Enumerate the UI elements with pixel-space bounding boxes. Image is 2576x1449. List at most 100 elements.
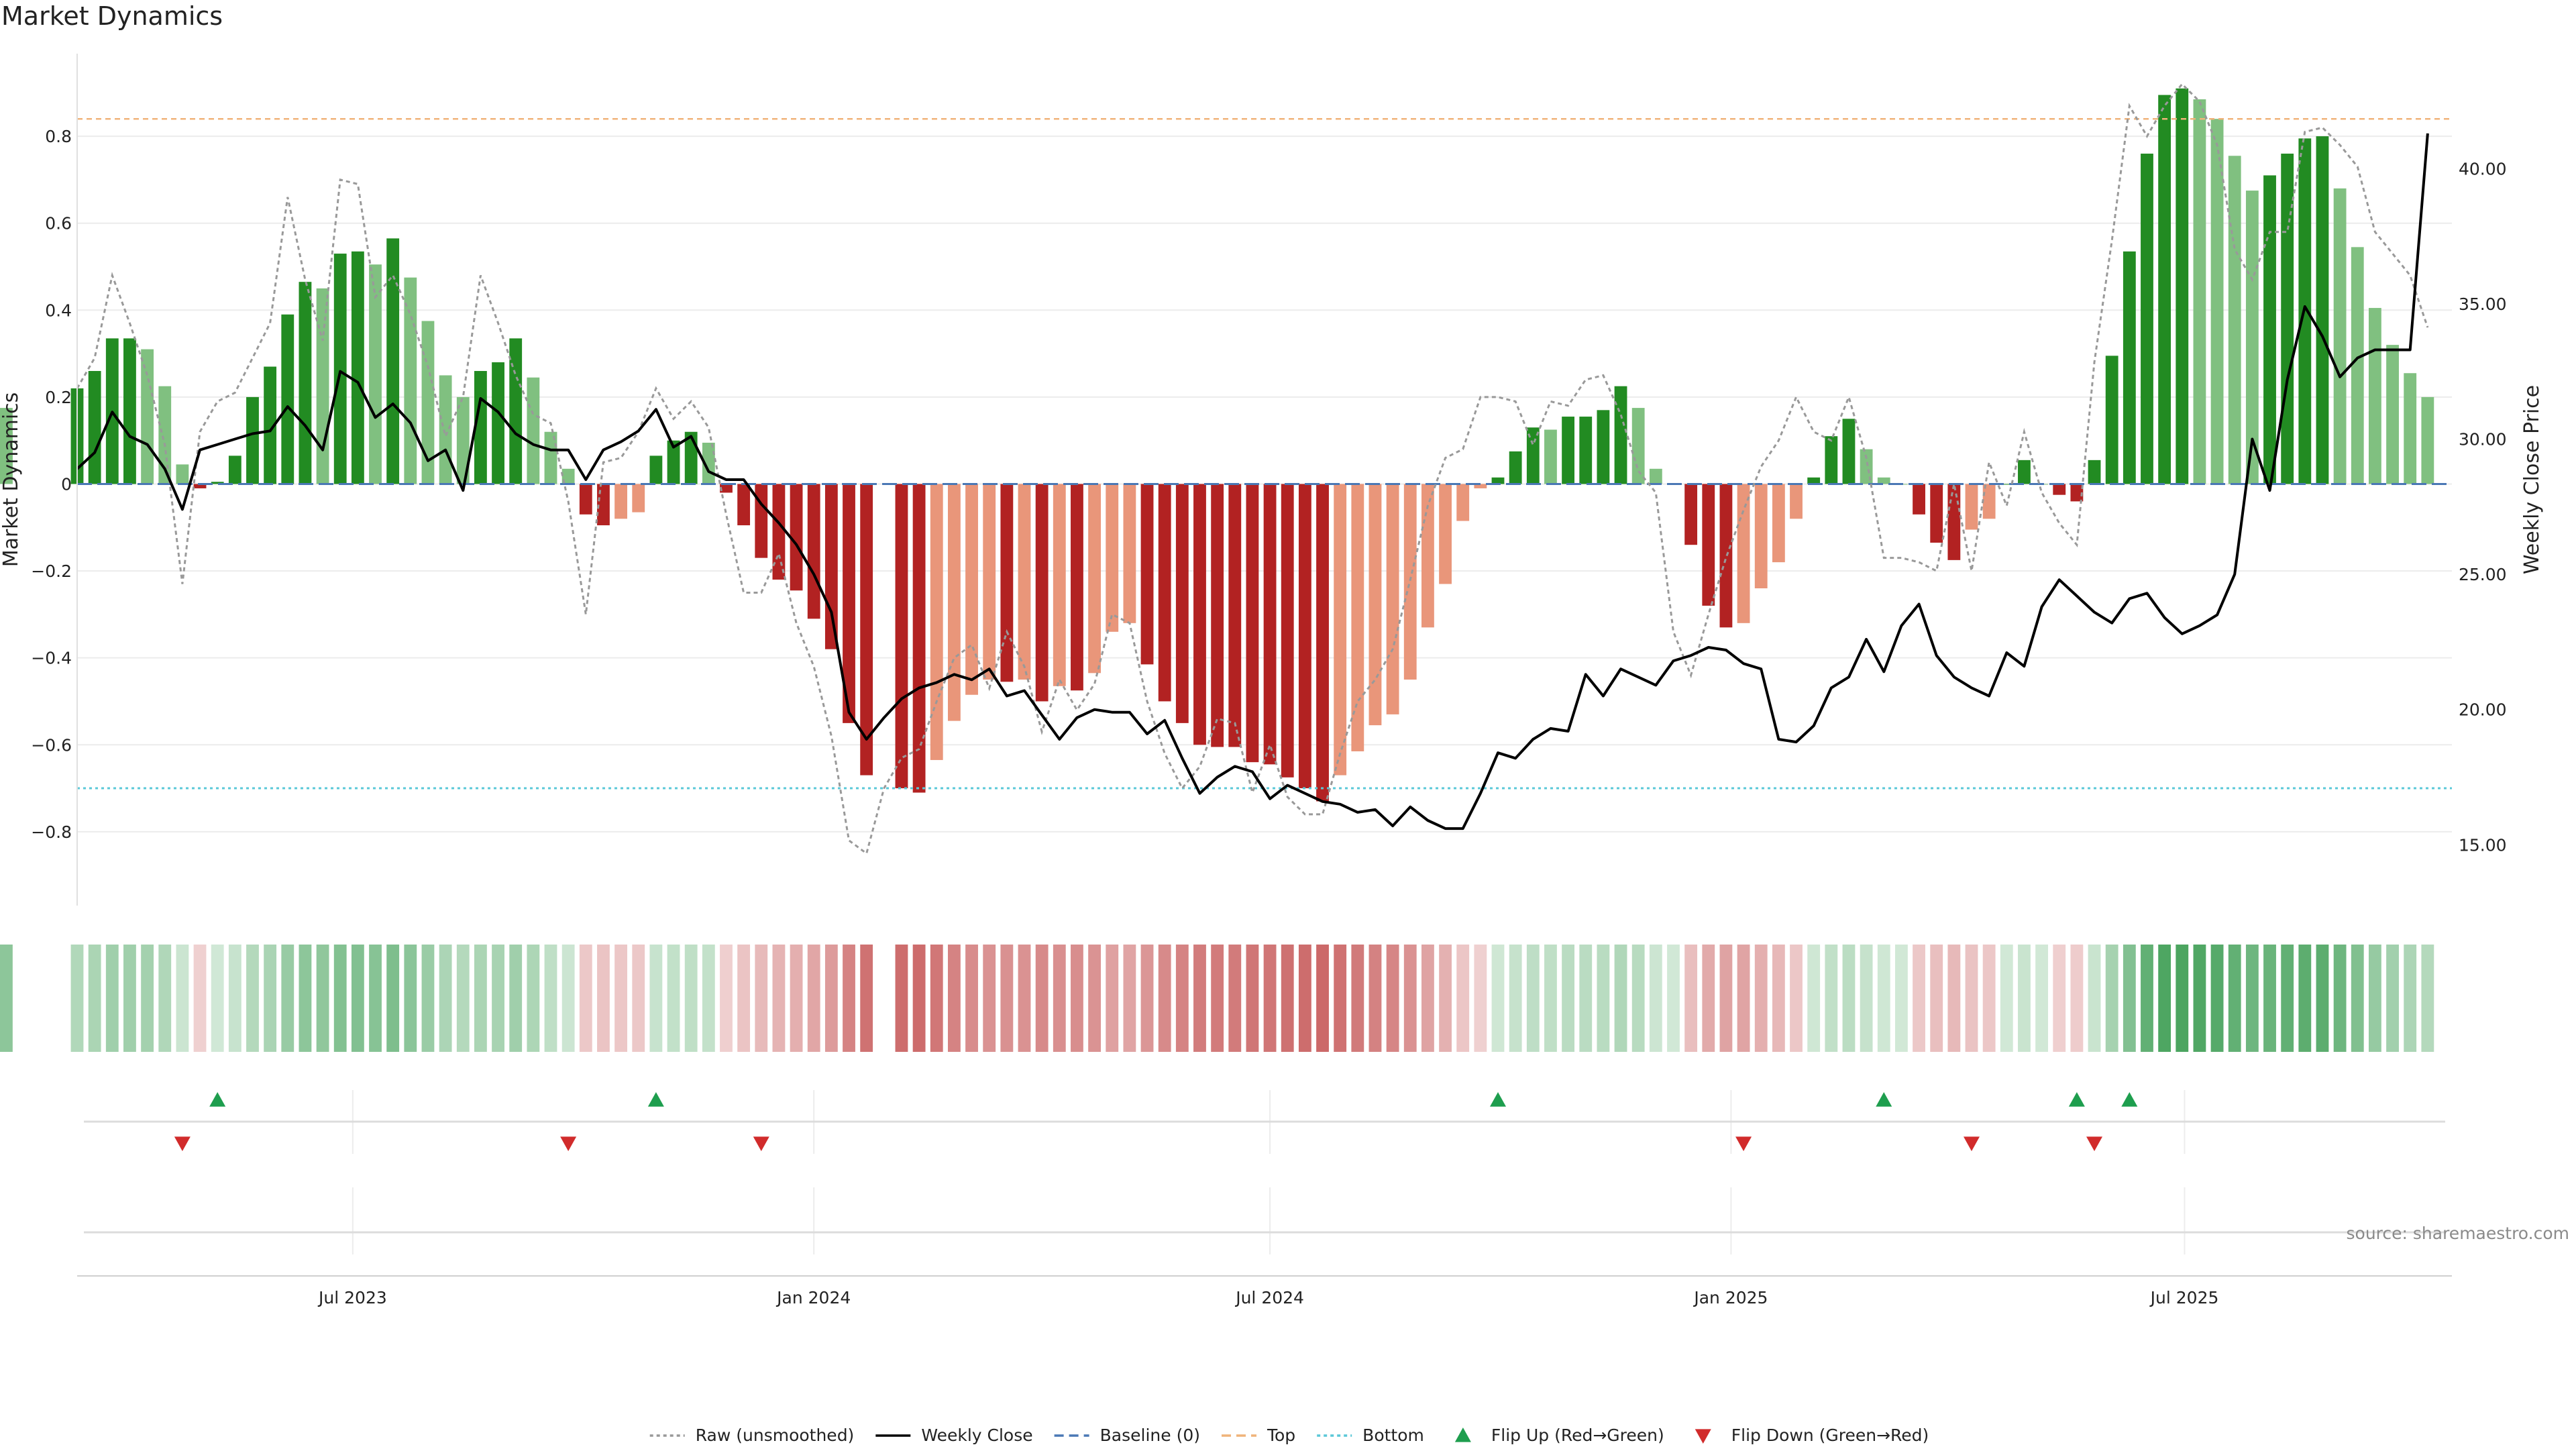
ribbon-cell	[684, 945, 698, 1052]
ribbon-cell	[246, 945, 259, 1052]
ribbon-cell	[299, 945, 312, 1052]
dynamics-bar	[2018, 460, 2031, 484]
ribbon-cell	[1597, 945, 1610, 1052]
dynamics-bar	[755, 484, 768, 558]
dynamics-bar	[632, 484, 645, 513]
legend-item-bottom: Bottom	[1317, 1426, 1424, 1445]
ribbon-cell	[2105, 945, 2118, 1052]
dynamics-bar	[1877, 477, 1890, 484]
dynamics-bar	[176, 464, 189, 484]
dynamics-bar	[2333, 188, 2347, 484]
ribbon-cell	[720, 945, 733, 1052]
dynamics-bar	[193, 484, 207, 488]
ribbon-cell	[1439, 945, 1452, 1052]
dynamics-bar	[2158, 95, 2171, 484]
ribbon-cell	[1544, 945, 1557, 1052]
ribbon-cell	[930, 945, 943, 1052]
dynamics-bar	[1631, 408, 1645, 484]
ribbon-cell	[2298, 945, 2312, 1052]
dynamics-bar	[2421, 396, 2434, 484]
dynamics-bar	[1965, 484, 1978, 530]
ribbon-cell	[790, 945, 803, 1052]
dynamics-bar	[597, 484, 610, 526]
ribbon-cell	[228, 945, 241, 1052]
dynamics-bar	[2053, 484, 2066, 495]
ribbon-cell	[1877, 945, 1890, 1052]
dynamics-bar	[1649, 468, 1662, 484]
ribbon-cell	[2263, 945, 2276, 1052]
legend-label: Raw (unsmoothed)	[696, 1426, 855, 1445]
dynamics-bar	[1509, 451, 1522, 484]
ribbon-cell	[0, 945, 13, 1052]
dynamics-bar	[1316, 484, 1329, 802]
ribbon-cell	[1965, 945, 1978, 1052]
flip-down-marker	[2086, 1136, 2103, 1151]
dynamics-bar	[1035, 484, 1049, 702]
ribbon-cell	[2210, 945, 2224, 1052]
ribbon-cell	[351, 945, 364, 1052]
ribbon-cell	[492, 945, 504, 1052]
dynamics-bar	[649, 455, 663, 484]
ribbon-cell	[2281, 945, 2294, 1052]
dynamics-bar	[720, 484, 733, 493]
y2-tick-label: 25.00	[2459, 565, 2507, 584]
dynamics-bar	[860, 484, 873, 775]
ribbon-cell	[561, 945, 575, 1052]
dynamics-bar	[211, 482, 224, 484]
y2-axis-label: Weekly Close Price	[2520, 385, 2544, 574]
ribbon-cell	[737, 945, 751, 1052]
dynamics-bar	[2123, 251, 2136, 484]
dynamics-bar	[965, 484, 978, 695]
legend-swatch	[1695, 1429, 1711, 1444]
flip-down-marker	[560, 1136, 577, 1151]
dynamics-bar	[2404, 373, 2417, 484]
ribbon-cell	[807, 945, 820, 1052]
x-tick-label: Jul 2024	[1234, 1288, 1304, 1307]
ribbon-cell	[1403, 945, 1417, 1052]
ribbon-cell	[333, 945, 347, 1052]
dynamics-bar	[456, 396, 470, 484]
ribbon-cell	[1000, 945, 1014, 1052]
ribbon-cell	[1158, 945, 1171, 1052]
x-tick-label: Jul 2023	[317, 1288, 387, 1307]
flip-down-marker	[753, 1136, 769, 1151]
ribbon-cell	[509, 945, 523, 1052]
dynamics-bar	[1334, 484, 1347, 775]
dynamics-bar	[141, 349, 154, 484]
legend-label: Weekly Close	[921, 1426, 1032, 1445]
ribbon-cell	[264, 945, 277, 1052]
dynamics-bar	[351, 251, 364, 484]
ribbon-cell	[316, 945, 329, 1052]
dynamics-bar	[123, 338, 136, 484]
dynamics-bar	[404, 277, 417, 484]
y-tick-label: 0.6	[45, 214, 72, 233]
y2-tick-label: 20.00	[2459, 700, 2507, 720]
dynamics-bar	[772, 484, 786, 580]
dynamics-bar	[1790, 484, 1803, 519]
ribbon-cell	[404, 945, 417, 1052]
chart-title: Market Dynamics	[1, 1, 223, 31]
ribbon-cell	[544, 945, 557, 1052]
bars-layer	[0, 88, 2434, 802]
ribbon-cell	[1562, 945, 1575, 1052]
ribbon-cell	[88, 945, 101, 1052]
ribbon-cell	[1053, 945, 1066, 1052]
ribbon-cell	[1491, 945, 1505, 1052]
ribbon-cell	[2123, 945, 2136, 1052]
grid-layer	[77, 136, 2452, 1254]
ribbon-cell	[421, 945, 435, 1052]
dynamics-bar	[1175, 484, 1189, 723]
ribbon-cell	[2176, 945, 2189, 1052]
dynamics-bar	[439, 375, 452, 484]
dynamics-bar	[1193, 484, 1206, 745]
dynamics-bar	[2316, 136, 2329, 484]
dynamics-bar	[158, 386, 172, 484]
ribbon-cell	[843, 945, 855, 1052]
dynamics-bar	[1263, 484, 1277, 765]
ribbon-cell	[2141, 945, 2153, 1052]
dynamics-bar	[1684, 484, 1698, 545]
ribbon-cell	[176, 945, 189, 1052]
dynamics-bar	[264, 366, 277, 484]
dynamics-bar	[1562, 417, 1575, 484]
dynamics-bar	[1860, 449, 1873, 484]
